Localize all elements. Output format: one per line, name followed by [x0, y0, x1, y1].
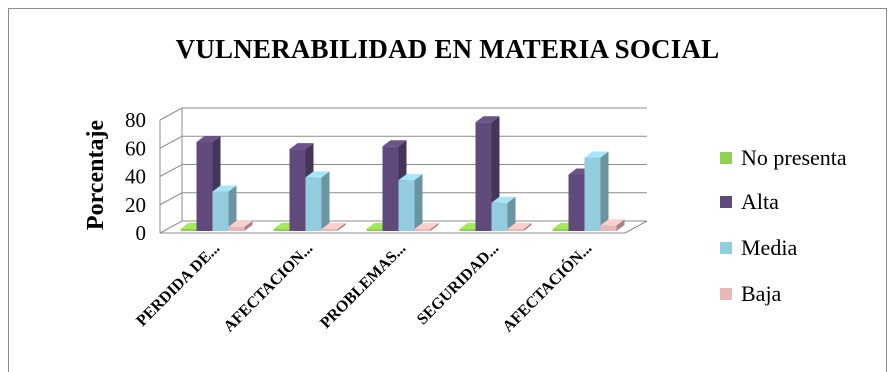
bar-side	[228, 185, 237, 231]
bar-front	[568, 174, 585, 231]
legend-swatch	[720, 152, 732, 164]
bar-side	[321, 171, 330, 231]
legend-label: Baja	[741, 281, 782, 306]
bar-baja	[600, 219, 625, 231]
bar-baja	[321, 223, 346, 231]
bar-front	[212, 191, 229, 231]
bar-side	[600, 151, 609, 231]
bar-front	[289, 149, 306, 231]
y-tick-label: 40	[125, 165, 146, 189]
bar-media	[212, 185, 237, 231]
bar-front	[491, 202, 508, 231]
bar-top	[414, 223, 439, 229]
bar-front	[414, 229, 431, 231]
bar-top	[321, 223, 346, 229]
floor-edge	[624, 220, 648, 234]
y-tick-label: 20	[125, 193, 146, 217]
bar-front	[321, 229, 338, 231]
bar-media	[305, 171, 330, 231]
bar-side	[616, 219, 625, 231]
bar-front	[366, 229, 383, 231]
bar-side	[337, 223, 346, 231]
gridline	[159, 107, 647, 121]
chart-title: VULNERABILIDAD EN MATERIA SOCIAL	[175, 34, 720, 64]
bar-side	[414, 174, 423, 231]
legend-item: Media	[720, 235, 798, 260]
bar-top	[212, 185, 237, 192]
bar-top	[584, 151, 609, 158]
bar-front	[196, 142, 213, 231]
bar-side	[244, 220, 253, 231]
y-tick-label: 0	[136, 221, 147, 245]
bar-top	[196, 136, 221, 143]
bar-top	[305, 171, 330, 178]
chart-frame	[8, 8, 887, 372]
bar-front	[507, 229, 524, 231]
x-tick-label: AFECTACION...	[221, 240, 317, 336]
bar-media	[584, 151, 609, 231]
bar-front	[459, 229, 476, 231]
bar-front	[552, 229, 569, 231]
y-axis-title: Porcentaje	[83, 120, 109, 231]
bar-baja	[228, 220, 253, 231]
legend-swatch	[720, 288, 732, 300]
bar-alta	[196, 136, 221, 231]
bar-baja	[507, 223, 532, 231]
bar-baja	[414, 223, 439, 231]
bar-front	[273, 229, 290, 231]
x-tick-label: PERDIDA DE...	[133, 240, 223, 330]
y-tick-label: 80	[125, 108, 146, 132]
bar-side	[430, 223, 439, 231]
bar-media	[398, 174, 423, 231]
legend-swatch	[720, 196, 732, 208]
legend-item: No presenta	[720, 145, 847, 170]
bar-front	[382, 146, 399, 231]
bar-top	[289, 143, 314, 150]
bar-front	[600, 225, 617, 231]
y-tick-label: 60	[125, 136, 146, 160]
bar-media	[491, 196, 516, 231]
bar-top	[382, 140, 407, 147]
bar-front	[180, 229, 197, 231]
legend-label: No presenta	[741, 145, 847, 170]
bar-front	[305, 177, 322, 231]
legend-item: Alta	[720, 189, 779, 214]
x-tick-label: SEGURIDAD...	[414, 240, 502, 328]
bar-side	[507, 196, 516, 231]
bar-front	[228, 226, 245, 231]
x-tick-label: PROBLEMAS...	[317, 240, 409, 332]
legend-item: Baja	[720, 281, 782, 306]
x-tick-label: AFECTACIÓN...	[498, 238, 595, 335]
bar-top	[228, 220, 253, 227]
bar-front	[475, 122, 492, 231]
bar-top	[491, 196, 516, 203]
bar-top	[398, 174, 423, 181]
bar-side	[523, 223, 532, 231]
bar-top	[600, 219, 625, 226]
bar-front	[398, 180, 415, 231]
bar-front	[584, 157, 601, 231]
bar-top	[475, 116, 500, 123]
legend-label: Alta	[741, 189, 779, 214]
bar-top	[507, 223, 532, 229]
legend-label: Media	[741, 235, 798, 260]
legend-swatch	[720, 242, 732, 254]
